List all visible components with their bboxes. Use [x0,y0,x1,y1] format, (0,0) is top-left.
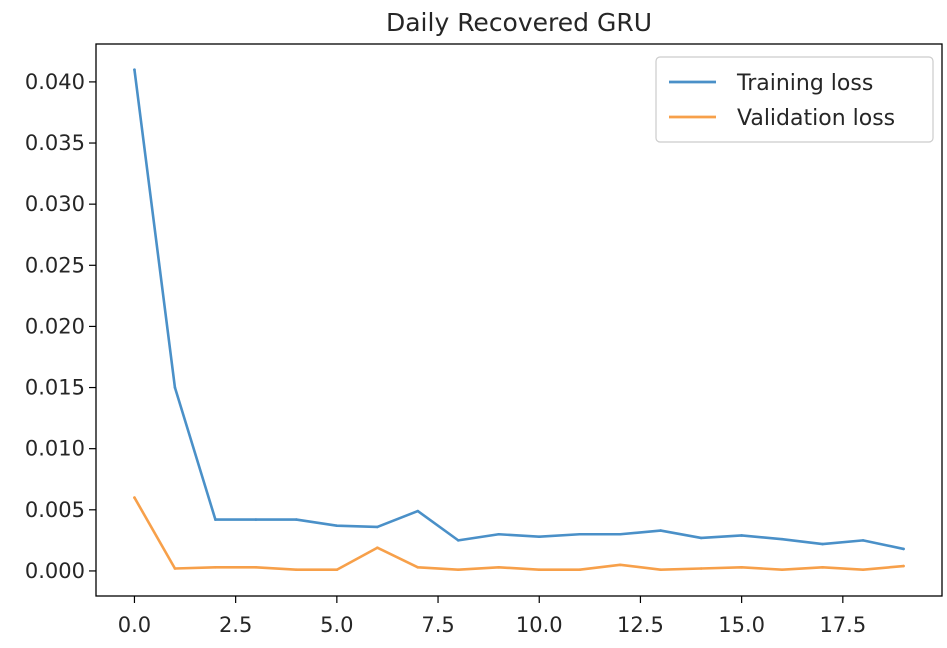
x-tick-label: 5.0 [320,613,353,637]
y-tick-label: 0.000 [25,559,85,583]
data-point-training-loss [376,525,379,529]
data-point-validation-loss [740,565,743,569]
plot-frame [95,43,943,597]
data-point-validation-loss [578,568,582,572]
y-axis: 0.000 0.005 0.010 0.015 0.020 0.025 0.030 0.035… [25,70,96,583]
y-tick-label: 0.005 [25,498,85,522]
legend: Training loss Validation loss [655,56,934,143]
data-point-training-loss [173,386,177,389]
x-tick-label: 15.0 [718,613,765,637]
data-point-validation-loss [376,546,379,550]
data-point-training-loss [659,529,662,532]
y-tick-label: 0.035 [25,131,85,155]
data-point-training-loss [133,68,136,71]
data-point-training-loss [537,535,541,538]
data-point-validation-loss [133,496,136,499]
y-tick-label: 0.010 [25,437,85,461]
data-point-training-loss [214,518,217,521]
y-tick-label: 0.025 [25,253,85,277]
data-point-training-loss [295,518,298,521]
data-point-validation-loss [214,565,217,569]
y-tick-label: 0.030 [25,192,85,216]
data-point-validation-loss [173,567,177,570]
data-point-training-loss [578,532,582,536]
data-point-training-loss [740,534,743,537]
legend-label: Training loss [736,71,873,96]
x-axis: 0.0 2.5 5.0 7.5 10.0 12.5 15.0 17.5 [118,596,866,637]
legend-box [655,56,934,143]
data-point-training-loss [416,509,420,513]
data-point-validation-loss [780,568,784,572]
x-tick-label: 12.5 [617,613,664,637]
data-point-validation-loss [699,567,703,570]
data-point-validation-loss [861,568,865,572]
data-point-validation-loss [456,568,460,572]
data-point-training-loss [902,547,905,551]
plot-series [133,68,905,572]
data-point-training-loss [699,536,703,540]
y-tick-label: 0.040 [25,70,85,94]
data-point-training-loss [456,539,460,542]
chart-title: Daily Recovered GRU [386,8,652,37]
data-point-validation-loss [659,568,662,572]
data-point-validation-loss [295,568,298,572]
data-point-training-loss [821,542,824,546]
x-tick-label: 0.0 [118,613,151,637]
series-line-training-loss [133,68,905,551]
data-point-training-loss [780,537,784,541]
data-point-validation-loss [821,565,824,569]
x-tick-label: 10.0 [516,613,563,637]
legend-label: Validation loss [737,106,895,131]
x-tick-label: 7.5 [421,613,454,637]
data-point-training-loss [861,539,865,542]
series-line-validation-loss [133,496,905,572]
x-tick-label: 17.5 [819,613,866,637]
data-point-training-loss [335,524,339,527]
x-tick-label: 2.5 [219,613,252,637]
data-point-validation-loss [618,563,622,567]
data-point-validation-loss [537,568,541,572]
data-point-validation-loss [335,568,339,572]
data-point-validation-loss [497,565,501,569]
data-point-training-loss [618,532,622,536]
y-tick-label: 0.015 [25,376,85,400]
data-point-validation-loss [902,564,905,568]
data-point-validation-loss [254,565,258,569]
data-point-training-loss [254,518,258,521]
data-point-training-loss [497,532,501,536]
data-point-validation-loss [416,565,420,569]
y-tick-label: 0.020 [25,314,85,338]
